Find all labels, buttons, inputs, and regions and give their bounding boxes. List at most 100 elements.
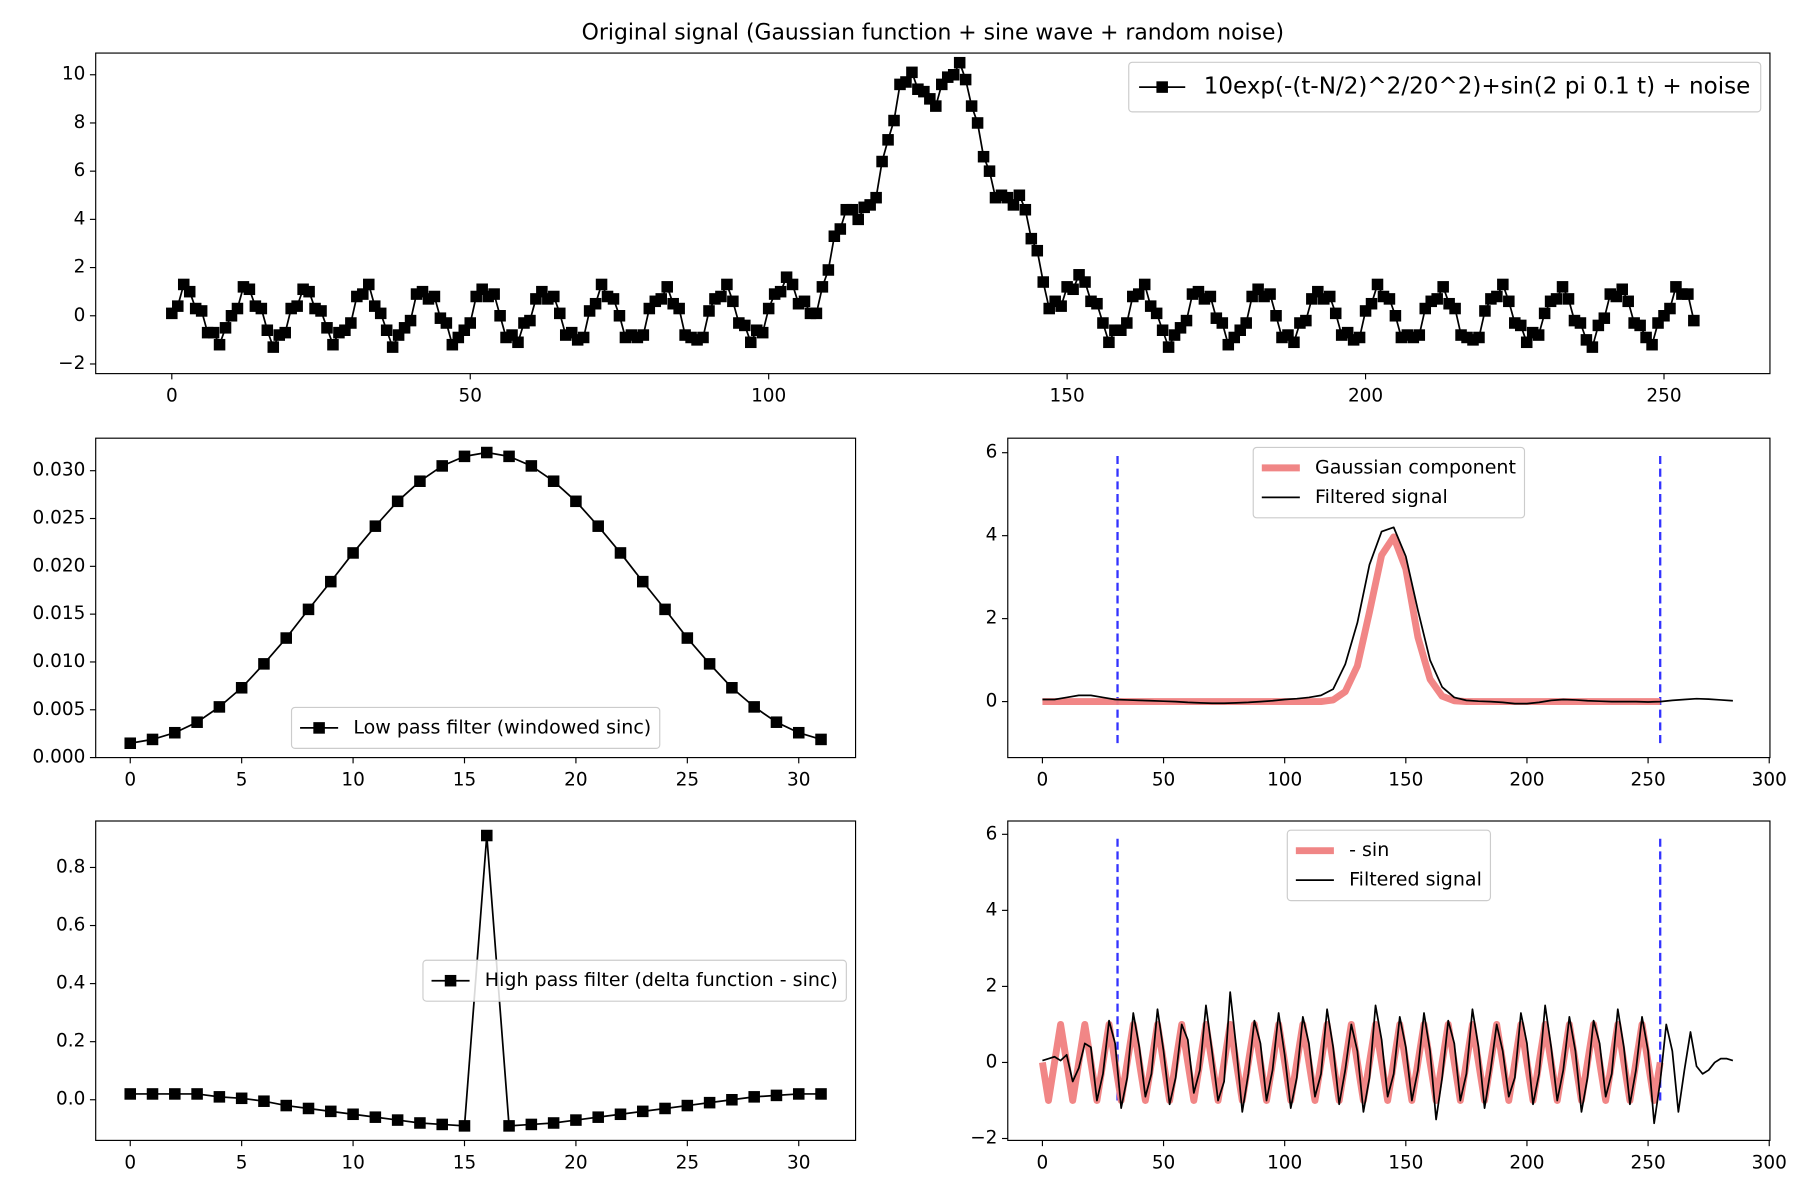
marker [930, 100, 942, 112]
marker [625, 329, 638, 341]
marker [1449, 302, 1461, 315]
marker [414, 475, 426, 487]
x-tick-label: 15 [453, 770, 476, 791]
marker [852, 213, 864, 226]
y-tick-label: 0.0 [56, 1089, 85, 1110]
y-tick-label: 0.015 [33, 603, 86, 624]
y-tick-label: 0.020 [33, 555, 86, 576]
marker [1198, 293, 1211, 305]
marker [613, 310, 626, 322]
marker [1556, 281, 1569, 293]
marker [481, 829, 493, 842]
plot-area [124, 446, 827, 750]
marker [1222, 338, 1235, 351]
marker [1001, 191, 1014, 204]
marker [1550, 293, 1563, 305]
marker [1162, 341, 1175, 353]
marker [357, 288, 369, 300]
x-tick-label: 0 [166, 386, 178, 407]
marker [959, 73, 972, 86]
marker [482, 290, 494, 303]
marker [912, 83, 924, 95]
marker [1258, 290, 1270, 303]
marker [1395, 331, 1408, 344]
marker [464, 317, 477, 329]
x-tick-label: 50 [1152, 770, 1175, 791]
marker [255, 302, 268, 315]
marker [703, 1096, 716, 1109]
marker [530, 293, 542, 305]
marker [703, 658, 716, 670]
series-line [1042, 526, 1733, 705]
marker [368, 300, 381, 312]
x-tick-label: 0 [1037, 770, 1049, 791]
marker [559, 329, 572, 341]
y-tick-label: 0.6 [56, 915, 85, 936]
marker [124, 737, 137, 750]
marker [325, 575, 337, 588]
x-tick-label: 10 [341, 770, 364, 791]
marker [476, 283, 488, 296]
marker [273, 329, 286, 341]
marker [488, 288, 500, 300]
x-tick-label: 200 [1348, 386, 1383, 407]
marker [995, 189, 1008, 202]
marker [207, 326, 220, 339]
marker [1121, 317, 1133, 329]
y-tick-label: 2 [986, 608, 998, 629]
marker [1485, 293, 1497, 305]
marker [1568, 314, 1581, 327]
axes-frame [1007, 820, 1771, 1141]
marker [636, 575, 649, 588]
marker [1664, 302, 1676, 315]
marker [977, 150, 990, 163]
marker [525, 460, 538, 472]
marker [258, 1095, 270, 1107]
marker [235, 1092, 248, 1105]
x-tick-label: 300 [1752, 770, 1787, 791]
marker [965, 100, 978, 112]
marker [333, 326, 345, 339]
marker [953, 56, 966, 69]
marker [219, 322, 232, 334]
marker [1461, 331, 1473, 344]
marker [1526, 326, 1539, 339]
marker [1150, 307, 1163, 320]
marker [309, 302, 321, 315]
marker [614, 1108, 627, 1121]
marker [398, 322, 411, 334]
marker [697, 331, 709, 344]
marker [1580, 334, 1593, 346]
marker [834, 223, 847, 235]
x-tick-label: 100 [1267, 770, 1302, 791]
marker [870, 191, 882, 204]
marker [1234, 324, 1246, 336]
marker [458, 1120, 471, 1132]
marker [1359, 305, 1372, 317]
x-tick-label: 150 [1388, 770, 1423, 791]
marker [554, 307, 566, 320]
marker [679, 329, 691, 341]
marker [1312, 285, 1324, 298]
x-tick-label: 200 [1509, 1152, 1544, 1173]
marker [900, 76, 912, 88]
plot-area [1039, 834, 1734, 1125]
legend-marker [444, 974, 457, 987]
marker [1503, 295, 1515, 308]
marker [715, 290, 727, 303]
marker [1025, 232, 1038, 245]
marker [285, 302, 297, 315]
marker [347, 1108, 359, 1121]
marker [709, 293, 721, 305]
marker [1604, 288, 1617, 300]
marker [770, 1089, 783, 1102]
marker [470, 290, 482, 303]
marker [548, 290, 560, 303]
marker [391, 495, 404, 508]
marker [1276, 331, 1288, 344]
marker [351, 290, 363, 303]
marker [280, 1099, 292, 1112]
marker [822, 264, 835, 276]
marker [681, 632, 694, 644]
marker [231, 302, 244, 315]
